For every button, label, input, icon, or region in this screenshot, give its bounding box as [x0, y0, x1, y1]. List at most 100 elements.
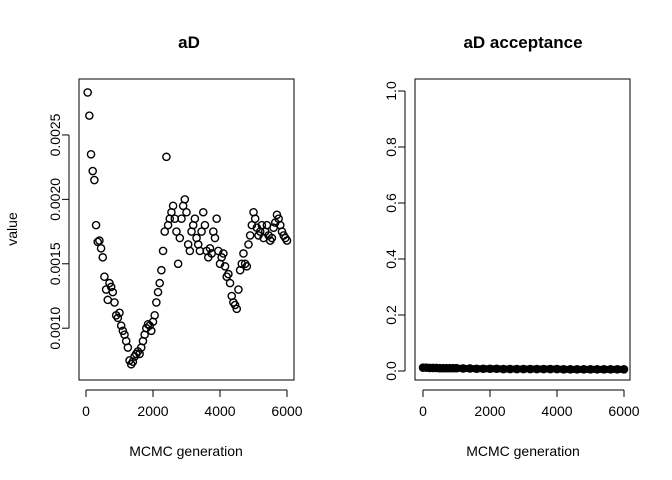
- panel-aD-acceptance: aD acceptance MCMC generation 0 2000 4000 6…: [383, 33, 640, 459]
- panel-aD-acceptance-x-axis: 0 2000 4000 6000: [419, 389, 640, 419]
- panel-aD-x-tick-label: 2000: [137, 403, 168, 419]
- panel-aD-point: [282, 236, 292, 245]
- panel-aD-point: [118, 326, 128, 336]
- panel-aD-point: [177, 214, 186, 223]
- panel-aD-acceptance-y-tick-label: 0.0: [383, 361, 399, 381]
- panel-aD-acceptance-x-tick-label: 4000: [541, 403, 572, 419]
- panel-aD-point: [182, 207, 191, 217]
- panel-aD-point: [152, 298, 161, 307]
- panel-aD-point: [205, 244, 215, 253]
- panel-aD-point: [190, 214, 200, 223]
- panel-aD-point: [93, 237, 103, 247]
- panel-aD-point: [95, 236, 104, 245]
- panel-aD-point: [162, 152, 171, 162]
- panel-aD-acceptance-y-tick-label: 0.6: [383, 193, 399, 213]
- panel-aD-point: [230, 300, 240, 310]
- panel-aD-point: [250, 214, 260, 223]
- panel-aD-point: [254, 231, 263, 240]
- panel-aD-point: [239, 249, 248, 258]
- panel-aD-point: [225, 278, 235, 288]
- panel-aD-title: aD: [178, 33, 200, 52]
- panel-aD-point: [197, 227, 206, 236]
- panel-aD-point: [173, 259, 183, 269]
- panel-aD-acceptance-y-axis: 0.0 0.2 0.4 0.6 0.8 1.0: [383, 81, 406, 381]
- panel-aD-acceptance-x-tick-label: 6000: [608, 403, 639, 419]
- panel-aD-acceptance-xlabel: MCMC generation: [466, 443, 580, 459]
- panel-aD-acceptance-x-tick-label: 2000: [474, 403, 505, 419]
- panel-aD-x-tick-label: 0: [82, 403, 90, 419]
- panel-aD-point: [153, 287, 163, 297]
- panel-aD-point: [96, 244, 106, 253]
- panel-aD-point: [217, 253, 226, 262]
- panel-aD-acceptance-x-tick-label: 0: [419, 403, 427, 419]
- panel-aD-y-axis: 0.0010 0.0015 0.0020 0.0025: [47, 113, 70, 350]
- panel-aD-point: [147, 326, 156, 336]
- panel-aD-point: [123, 343, 133, 352]
- panel-aD-point: [150, 311, 159, 320]
- panel-aD-point: [116, 321, 126, 330]
- panel-aD-point: [219, 249, 228, 258]
- panel-aD-point: [113, 313, 123, 323]
- panel-aD-point: [200, 220, 210, 230]
- panel-aD-point: [232, 304, 242, 314]
- panel-aD-point: [244, 240, 253, 249]
- panel-aD-point: [172, 227, 181, 236]
- panel-aD-point: [90, 175, 99, 185]
- panel-aD-point: [157, 265, 166, 275]
- panel-aD-acceptance-points: [418, 363, 629, 374]
- panel-aD-points: [83, 88, 292, 369]
- panel-aD-point: [245, 231, 255, 240]
- panel-aD-point: [185, 246, 195, 256]
- panel-aD-point: [143, 320, 153, 329]
- panel-aD-acceptance-point: [619, 365, 629, 374]
- panel-aD-point: [224, 269, 233, 279]
- panel-aD-point: [198, 207, 208, 217]
- panel-aD-point: [86, 149, 96, 159]
- panel-aD-point: [234, 285, 243, 294]
- panel-aD-point: [242, 262, 252, 271]
- panel-aD-point: [277, 227, 287, 236]
- panel-aD-point: [267, 233, 277, 243]
- panel-aD-acceptance-plot-frame: [414, 78, 631, 381]
- panel-aD-point: [158, 246, 168, 256]
- panel-aD-acceptance-title: aD acceptance: [463, 33, 582, 52]
- panel-aD-acceptance-point: [448, 363, 458, 373]
- panel-aD-acceptance-y-tick-label: 0.4: [383, 249, 399, 269]
- panel-aD-y-tick-label: 0.0010: [47, 307, 63, 350]
- panel-aD-acceptance-y-tick-label: 1.0: [383, 81, 399, 101]
- panel-aD-point: [105, 278, 114, 288]
- panel-aD-point: [91, 220, 101, 230]
- panel-aD-point: [220, 262, 230, 271]
- shared-ylabel: value: [4, 212, 20, 246]
- panel-aD-x-tick-label: 4000: [204, 403, 235, 419]
- panel-aD-point: [214, 246, 223, 256]
- panel-aD-point: [85, 111, 94, 120]
- panel-aD-point: [272, 210, 282, 220]
- panel-aD: aD MCMC generation 0 2000 4000 6000 0.00100…: [47, 33, 303, 459]
- panel-aD-xlabel: MCMC generation: [129, 443, 243, 459]
- panel-aD-y-tick-label: 0.0020: [47, 178, 63, 221]
- panel-aD-point: [237, 259, 247, 269]
- panel-aD-point: [212, 214, 221, 223]
- panel-aD-plot-frame: [78, 78, 295, 381]
- panel-aD-point: [98, 253, 108, 262]
- panel-aD-y-tick-label: 0.0025: [47, 113, 63, 156]
- panel-aD-point: [180, 195, 190, 204]
- panel-aD-point: [128, 357, 138, 366]
- panel-aD-x-tick-label: 6000: [271, 403, 302, 419]
- panel-aD-point: [168, 201, 178, 211]
- panel-aD-point: [106, 282, 116, 292]
- panel-aD-acceptance-y-tick-label: 0.2: [383, 305, 399, 325]
- panel-aD-point: [108, 287, 118, 297]
- panel-aD-acceptance-y-tick-label: 0.8: [383, 137, 399, 157]
- panel-aD-point: [210, 233, 220, 243]
- panel-aD-point: [175, 233, 185, 243]
- panel-aD-point: [83, 88, 92, 97]
- panel-aD-point: [247, 220, 257, 230]
- panel-aD-x-axis: 0 2000 4000 6000: [82, 389, 303, 419]
- panel-aD-point: [110, 298, 119, 307]
- panel-aD-point: [160, 227, 170, 236]
- panel-aD-y-tick-label: 0.0015: [47, 242, 63, 285]
- panel-aD-point: [155, 278, 164, 288]
